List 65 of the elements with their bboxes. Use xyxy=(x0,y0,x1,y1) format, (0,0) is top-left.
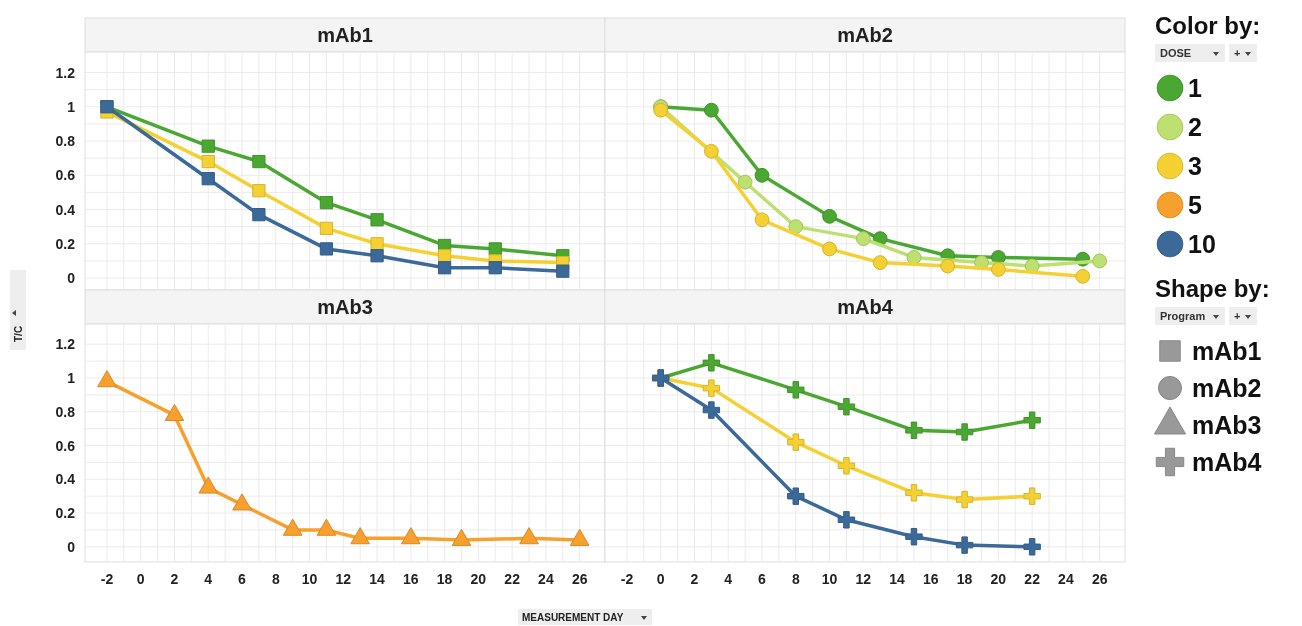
x-tick-label: 0 xyxy=(656,571,665,587)
x-tick-label: 4 xyxy=(724,571,733,587)
x-tick-label: 12 xyxy=(335,571,352,587)
legend-label: 5 xyxy=(1188,191,1202,219)
x-tick-label: 16 xyxy=(403,571,419,587)
chart-title: mAb2 xyxy=(1192,374,1262,402)
chart-title: mAb2 xyxy=(837,24,893,46)
x-tick-label: 6 xyxy=(758,571,767,587)
chart-title: mAb1 xyxy=(317,24,373,46)
chart-title: mAb3 xyxy=(1192,411,1262,439)
text: + xyxy=(1234,47,1241,59)
legend-title: Color by: xyxy=(1155,12,1261,39)
chart-title: mAb4 xyxy=(837,296,894,318)
x-tick-label: 10 xyxy=(821,571,838,587)
x-tick-label: 20 xyxy=(990,571,1007,587)
y-tick-label: 0.8 xyxy=(55,133,76,150)
x-tick-label: 0 xyxy=(136,571,145,587)
y-tick-label: 0.2 xyxy=(55,505,76,522)
y-tick-label: 1.2 xyxy=(55,64,76,81)
y-tick-label: 0.2 xyxy=(55,235,76,252)
x-tick-label: 6 xyxy=(238,571,247,587)
x-tick-label: 10 xyxy=(301,571,318,587)
y-tick-label: 0.6 xyxy=(55,167,76,184)
text: + xyxy=(1234,310,1241,322)
x-tick-label: 26 xyxy=(1091,571,1108,587)
y-tick-label: 1 xyxy=(67,370,76,387)
x-axis-title: MEASUREMENT DAY xyxy=(522,612,624,623)
x-tick-label: 24 xyxy=(538,571,554,587)
x-tick-label: 14 xyxy=(889,571,906,587)
y-tick-label: 0 xyxy=(67,270,76,287)
text: Program xyxy=(1160,310,1206,322)
x-tick-label: 2 xyxy=(170,571,179,587)
y-tick-label: 1.2 xyxy=(55,336,76,353)
x-tick-label: 22 xyxy=(1024,571,1041,587)
chart-title: mAb4 xyxy=(1192,448,1262,476)
y-tick-label: 0.6 xyxy=(55,437,76,454)
x-tick-label: -2 xyxy=(620,571,634,587)
x-tick-label: 22 xyxy=(504,571,521,587)
x-tick-label: 14 xyxy=(369,571,386,587)
chart-title: mAb1 xyxy=(1192,337,1262,365)
y-tick-label: 0.8 xyxy=(55,403,76,420)
y-tick-label: 0.4 xyxy=(55,201,76,218)
x-tick-label: -2 xyxy=(100,571,114,587)
x-tick-label: 26 xyxy=(571,571,588,587)
legend-label: 2 xyxy=(1188,113,1202,141)
x-tick-label: 24 xyxy=(1058,571,1074,587)
legend-label: 3 xyxy=(1188,152,1202,180)
legend-label: 10 xyxy=(1188,230,1216,258)
legend-label: 1 xyxy=(1188,74,1202,102)
legend-title: Shape by: xyxy=(1155,275,1270,302)
y-tick-label: 0.4 xyxy=(55,471,76,488)
x-tick-label: 4 xyxy=(204,571,213,587)
x-tick-label: 18 xyxy=(956,571,973,587)
y-tick-label: 0 xyxy=(67,538,76,555)
x-tick-label: 20 xyxy=(470,571,487,587)
x-tick-label: 18 xyxy=(436,571,453,587)
x-tick-label: 16 xyxy=(923,571,939,587)
x-tick-label: 8 xyxy=(791,571,800,587)
x-tick-label: 8 xyxy=(271,571,280,587)
chart-title: mAb3 xyxy=(317,296,373,318)
x-tick-label: 12 xyxy=(855,571,872,587)
y-tick-label: 1 xyxy=(67,98,76,115)
text: DOSE xyxy=(1160,47,1192,59)
x-tick-label: 2 xyxy=(690,571,699,587)
y-axis-title: T/C xyxy=(13,325,24,342)
